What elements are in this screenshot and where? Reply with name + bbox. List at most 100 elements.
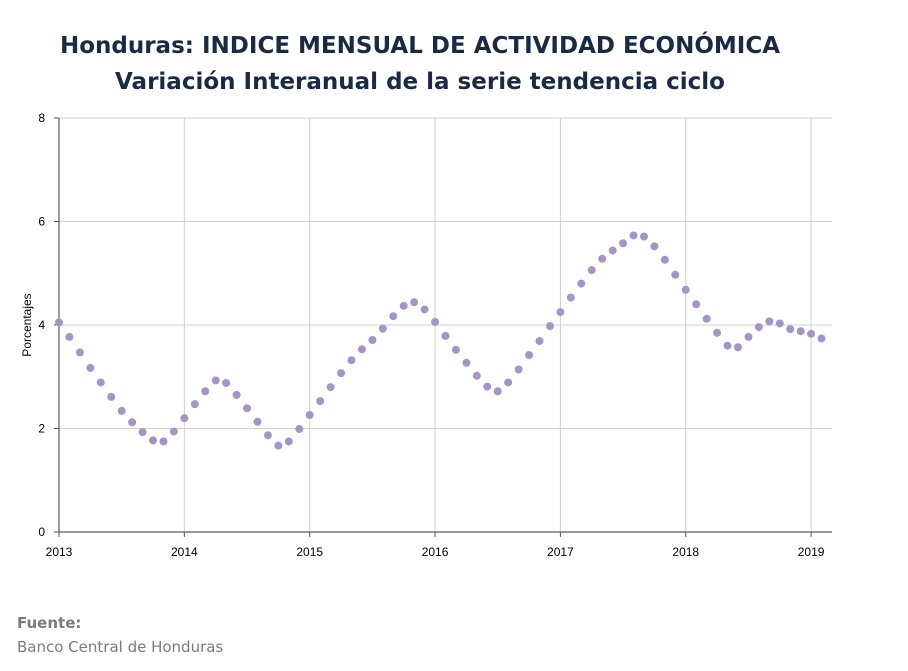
data-point: [451, 345, 460, 354]
x-tick-label: 2017: [547, 545, 574, 559]
data-point: [222, 378, 231, 387]
chart-title-prefix: Honduras:: [59, 33, 202, 59]
data-point: [169, 427, 178, 436]
y-axis-label: Porcentajes: [20, 293, 34, 356]
axes: [54, 117, 832, 537]
data-point: [713, 328, 722, 337]
gridlines: [58, 117, 832, 532]
source-text: Banco Central de Honduras: [17, 638, 224, 656]
data-point: [96, 378, 105, 387]
x-tick-label: 2014: [171, 545, 198, 559]
data-point: [399, 301, 408, 310]
data-point: [211, 376, 220, 385]
data-point: [692, 300, 701, 309]
data-point: [243, 404, 252, 413]
data-point: [514, 365, 523, 374]
data-point: [493, 387, 502, 396]
data-point: [472, 371, 481, 380]
data-point: [702, 314, 711, 323]
data-point: [378, 324, 387, 333]
source-note: Fuente: Banco Central de Honduras: [17, 611, 223, 659]
data-point: [598, 254, 607, 263]
data-point: [525, 351, 534, 360]
y-tick-label: 2: [38, 422, 45, 436]
data-point: [754, 323, 763, 332]
data-point: [577, 279, 586, 288]
data-point: [128, 418, 137, 427]
data-point: [681, 285, 690, 294]
data-point: [504, 378, 513, 387]
data-point: [149, 436, 158, 445]
data-point: [566, 293, 575, 302]
data-points: [55, 231, 826, 450]
data-point: [765, 317, 774, 326]
data-point: [274, 441, 283, 450]
data-point: [723, 341, 732, 350]
data-point: [55, 318, 63, 327]
data-point: [650, 242, 659, 251]
data-point: [305, 411, 314, 420]
x-tick-label: 2013: [46, 545, 73, 559]
x-tick-label: 2015: [296, 545, 323, 559]
data-point: [107, 392, 116, 401]
y-tick-label: 8: [38, 111, 45, 125]
data-point: [410, 298, 419, 307]
data-point: [431, 317, 440, 326]
data-point: [660, 255, 669, 264]
data-point: [263, 431, 272, 440]
data-point: [744, 332, 753, 341]
data-point: [629, 231, 638, 240]
data-point: [75, 348, 84, 357]
data-point: [138, 428, 147, 437]
data-point: [608, 246, 617, 255]
data-point: [796, 327, 805, 336]
data-point: [775, 319, 784, 328]
data-point: [117, 406, 126, 415]
source-label: Fuente:: [17, 614, 82, 632]
data-point: [817, 334, 826, 343]
data-point: [556, 308, 565, 317]
data-point: [807, 329, 816, 338]
data-point: [545, 322, 554, 331]
data-point: [389, 312, 398, 321]
x-tick-label: 2019: [798, 545, 825, 559]
y-tick-label: 0: [38, 525, 45, 539]
x-tick-label: 2018: [672, 545, 699, 559]
data-point: [201, 387, 210, 396]
data-point: [337, 369, 346, 378]
chart-subtitle: Variación Interanual de la serie tendenc…: [115, 69, 725, 95]
chart-title-block: Honduras: INDICE MENSUAL DE ACTIVIDAD EC…: [0, 30, 840, 102]
data-point: [587, 266, 596, 275]
data-point: [535, 337, 544, 346]
data-point: [671, 270, 680, 279]
x-tick-label: 2016: [422, 545, 449, 559]
data-point: [483, 382, 492, 391]
data-point: [284, 437, 293, 446]
data-point: [65, 332, 74, 341]
data-point: [441, 331, 450, 340]
tick-labels: 0 2 4 6 8 2013 2014 2015 2016 2017 2018 2019: [38, 111, 824, 559]
data-point: [733, 343, 742, 352]
y-tick-label: 6: [38, 215, 45, 229]
data-point: [253, 417, 262, 426]
chart-title: Honduras: INDICE MENSUAL DE ACTIVIDAD EC…: [0, 30, 840, 62]
data-point: [190, 400, 199, 409]
y-tick-label: 4: [38, 318, 45, 332]
data-point: [180, 414, 189, 423]
data-point: [316, 397, 325, 406]
data-point: [462, 358, 471, 367]
data-point: [619, 239, 628, 248]
data-point: [420, 305, 429, 314]
chart-title-main: INDICE MENSUAL DE ACTIVIDAD ECONÓMICA: [201, 33, 781, 59]
data-point: [639, 232, 648, 241]
data-point: [232, 390, 241, 399]
data-point: [159, 437, 168, 446]
data-point: [295, 425, 304, 434]
data-point: [357, 345, 366, 354]
data-point: [326, 383, 335, 392]
data-point: [347, 356, 356, 365]
data-point: [86, 363, 95, 372]
data-point: [786, 325, 795, 334]
data-point: [368, 336, 377, 345]
